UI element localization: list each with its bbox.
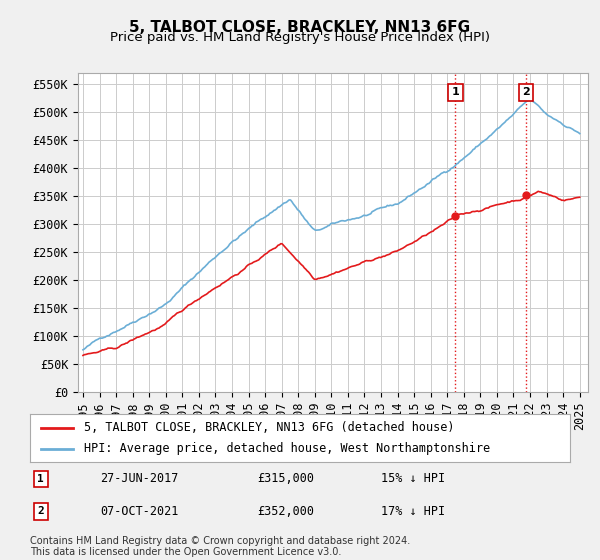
Text: 1: 1	[37, 474, 44, 484]
Text: 2: 2	[37, 506, 44, 516]
Text: 1: 1	[451, 87, 459, 97]
Text: 27-JUN-2017: 27-JUN-2017	[100, 473, 179, 486]
Text: £315,000: £315,000	[257, 473, 314, 486]
Text: 15% ↓ HPI: 15% ↓ HPI	[381, 473, 445, 486]
Text: Price paid vs. HM Land Registry's House Price Index (HPI): Price paid vs. HM Land Registry's House …	[110, 31, 490, 44]
Text: 17% ↓ HPI: 17% ↓ HPI	[381, 505, 445, 517]
Text: 2: 2	[523, 87, 530, 97]
Text: 5, TALBOT CLOSE, BRACKLEY, NN13 6FG (detached house): 5, TALBOT CLOSE, BRACKLEY, NN13 6FG (det…	[84, 421, 455, 434]
Text: HPI: Average price, detached house, West Northamptonshire: HPI: Average price, detached house, West…	[84, 442, 490, 455]
Text: £352,000: £352,000	[257, 505, 314, 517]
Text: 5, TALBOT CLOSE, BRACKLEY, NN13 6FG: 5, TALBOT CLOSE, BRACKLEY, NN13 6FG	[130, 20, 470, 35]
Text: Contains HM Land Registry data © Crown copyright and database right 2024.
This d: Contains HM Land Registry data © Crown c…	[30, 535, 410, 557]
Text: 07-OCT-2021: 07-OCT-2021	[100, 505, 179, 517]
